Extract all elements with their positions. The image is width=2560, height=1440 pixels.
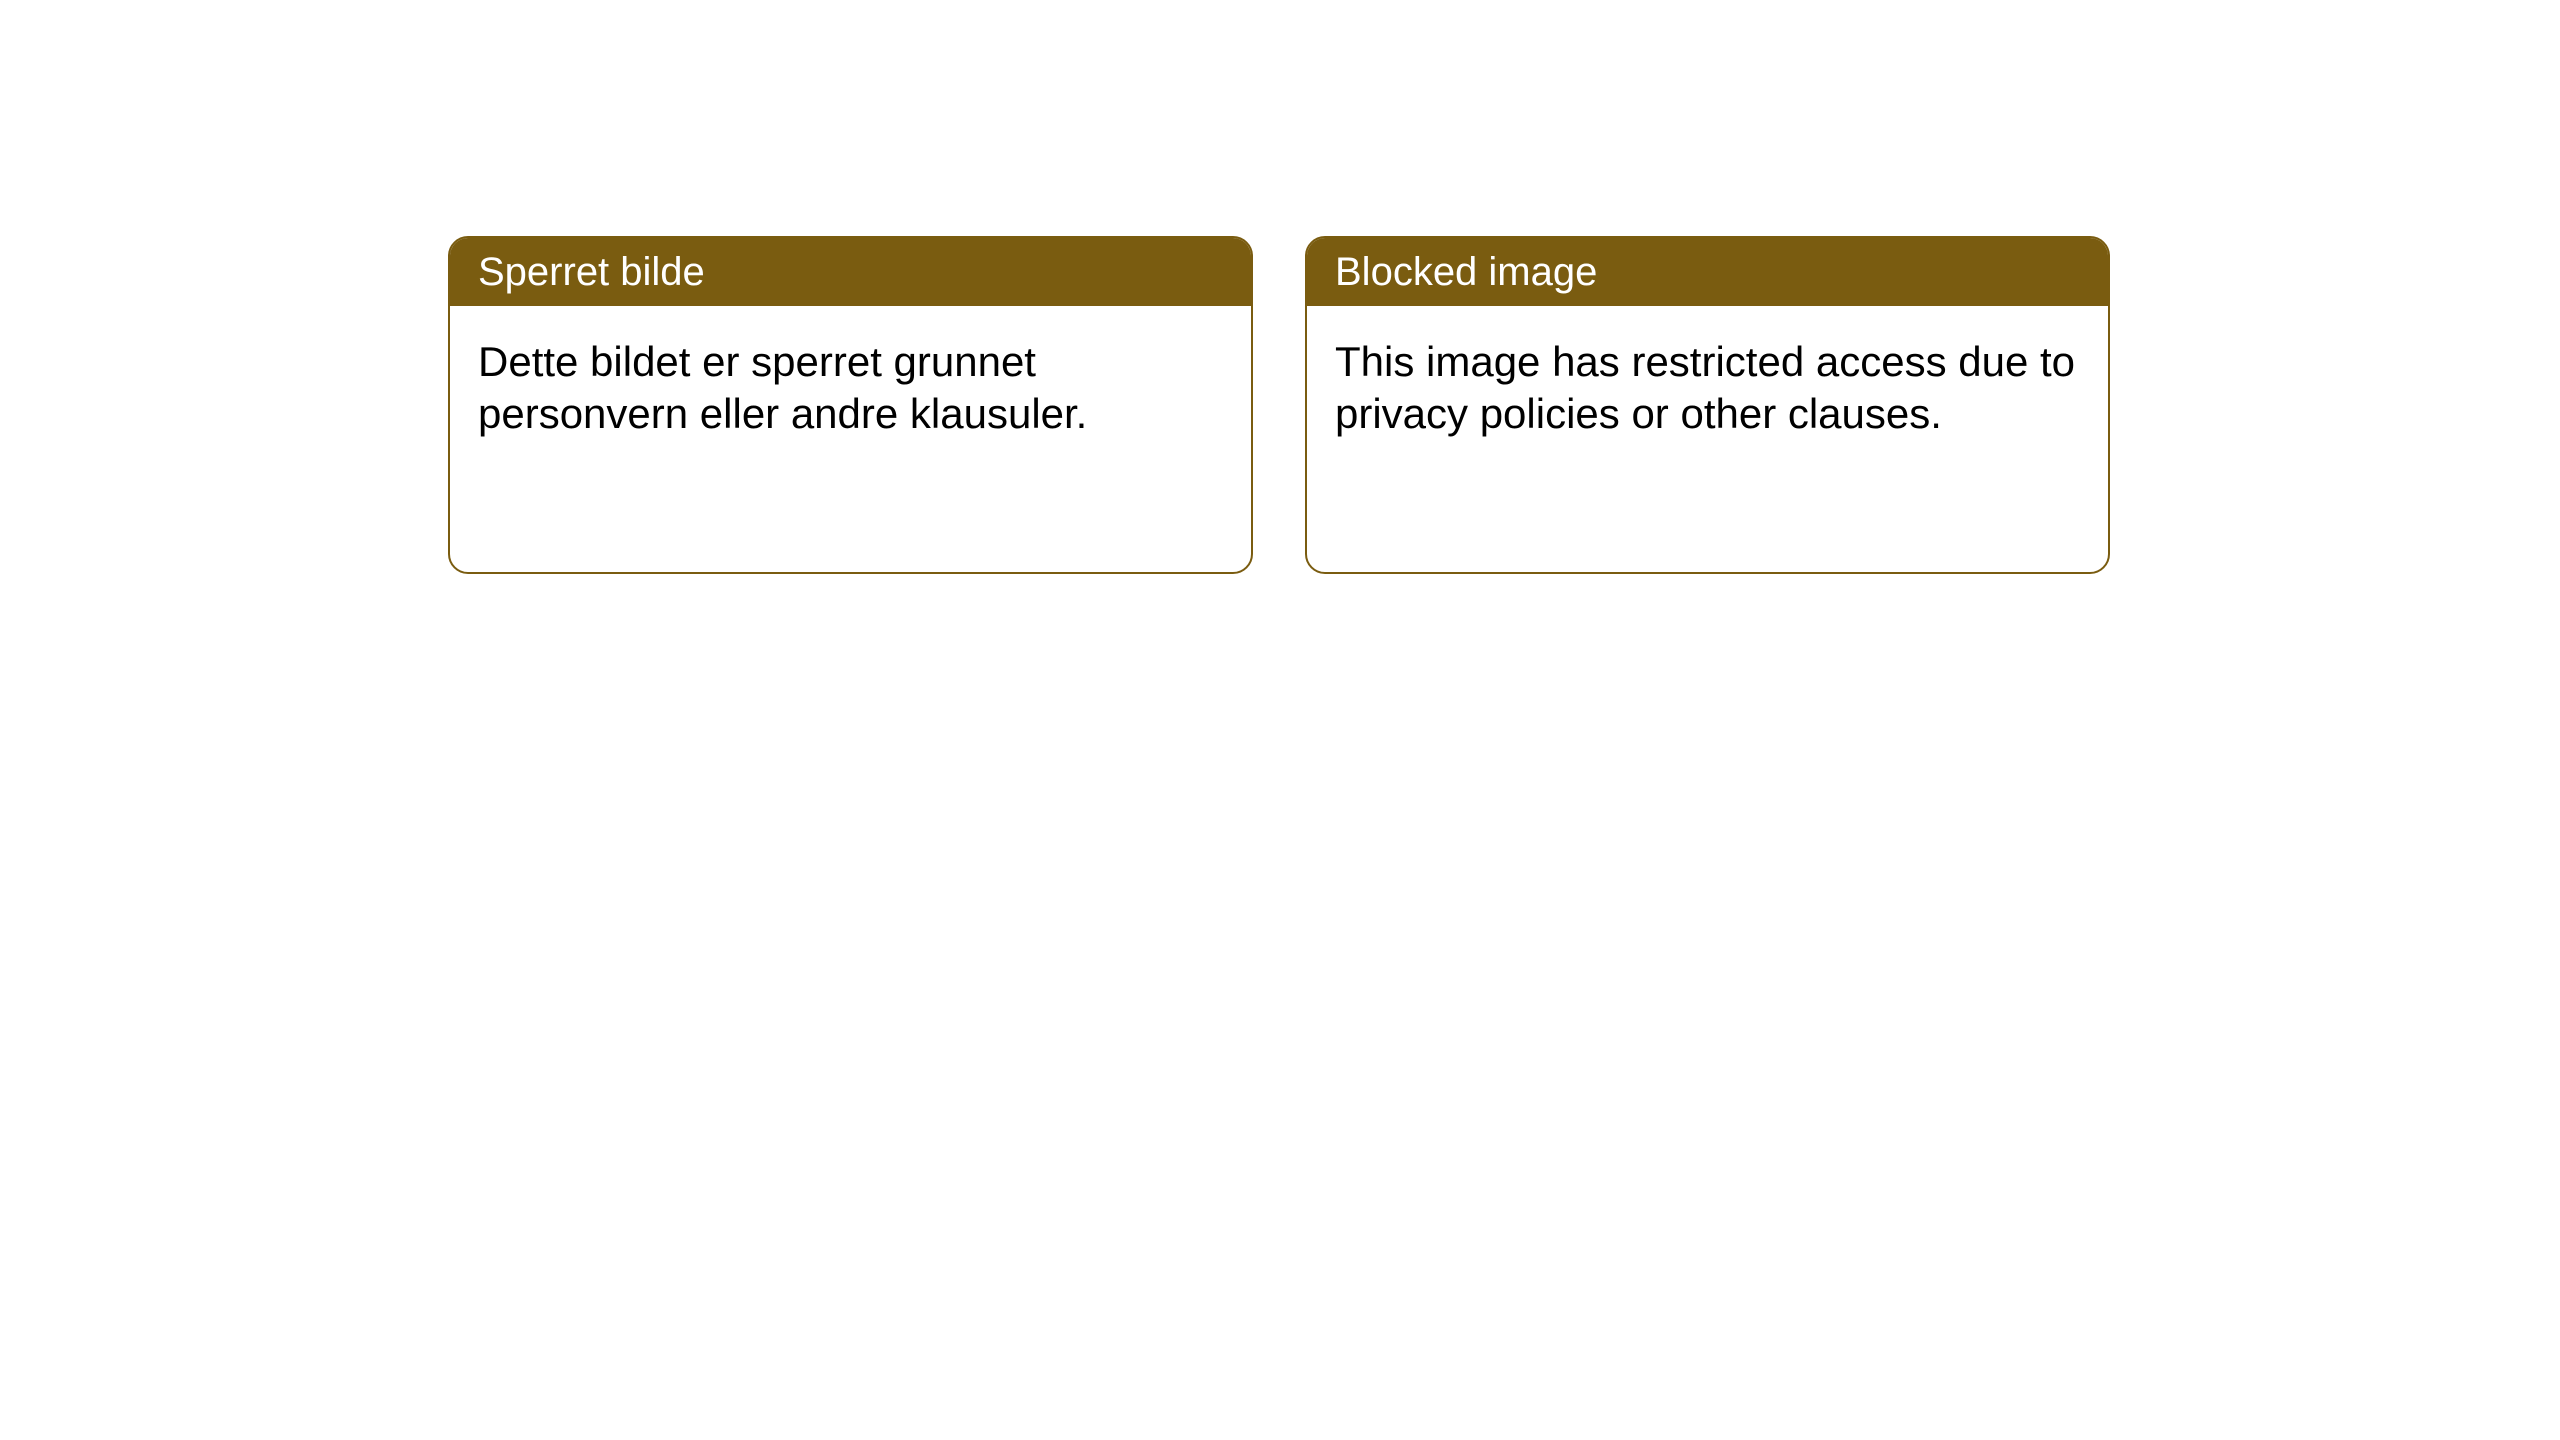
panel-title-english: Blocked image [1307, 238, 2108, 306]
panel-body-norwegian: Dette bildet er sperret grunnet personve… [450, 306, 1251, 470]
panel-body-english: This image has restricted access due to … [1307, 306, 2108, 470]
panel-title-norwegian: Sperret bilde [450, 238, 1251, 306]
blocked-image-panel-english: Blocked image This image has restricted … [1305, 236, 2110, 574]
blocked-image-panels-container: Sperret bilde Dette bildet er sperret gr… [0, 0, 2560, 574]
blocked-image-panel-norwegian: Sperret bilde Dette bildet er sperret gr… [448, 236, 1253, 574]
